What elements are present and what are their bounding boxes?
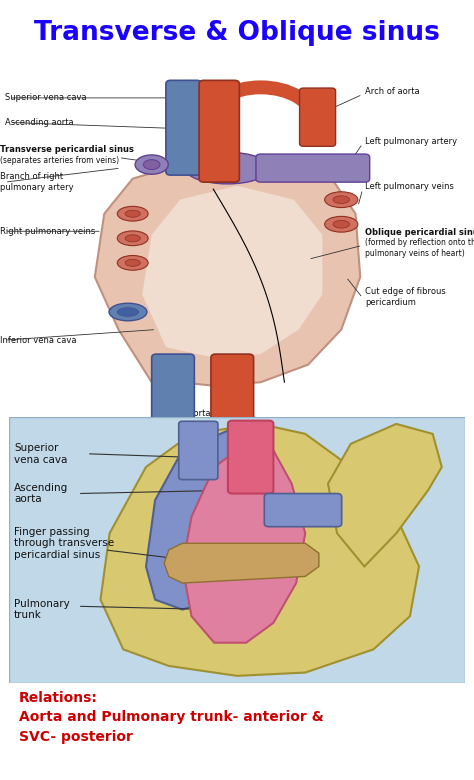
Text: Relations:
Aorta and Pulmonary trunk- anterior &
SVC- posterior: Relations: Aorta and Pulmonary trunk- an…	[18, 691, 323, 744]
Text: Pulmonary
trunk: Pulmonary trunk	[14, 599, 70, 620]
Ellipse shape	[333, 221, 350, 228]
Text: Left pulmonary artery: Left pulmonary artery	[365, 136, 457, 146]
PathPatch shape	[164, 543, 319, 583]
Text: Branch of right
pulmonary artery: Branch of right pulmonary artery	[0, 172, 73, 192]
Ellipse shape	[333, 196, 350, 204]
Ellipse shape	[117, 207, 148, 221]
Ellipse shape	[135, 155, 168, 174]
Text: pulmonary veins of heart): pulmonary veins of heart)	[365, 249, 465, 258]
FancyBboxPatch shape	[300, 88, 336, 147]
Text: Superior
vena cava: Superior vena cava	[14, 443, 67, 465]
Text: Cut edge of fibrous: Cut edge of fibrous	[365, 288, 446, 296]
Text: Inferior vena cava: Inferior vena cava	[0, 335, 76, 345]
Text: Superior vena cava: Superior vena cava	[5, 94, 86, 102]
Ellipse shape	[117, 256, 148, 270]
PathPatch shape	[182, 444, 305, 643]
FancyBboxPatch shape	[179, 421, 218, 480]
Ellipse shape	[144, 160, 160, 169]
FancyBboxPatch shape	[264, 494, 342, 526]
Text: Ascending aorta: Ascending aorta	[5, 118, 73, 127]
PathPatch shape	[146, 431, 273, 610]
Text: Arch of aorta: Arch of aorta	[365, 87, 419, 97]
Text: (formed by reflection onto the: (formed by reflection onto the	[365, 239, 474, 247]
PathPatch shape	[100, 424, 419, 675]
Ellipse shape	[109, 303, 147, 321]
FancyBboxPatch shape	[256, 154, 370, 182]
FancyBboxPatch shape	[166, 80, 201, 175]
Ellipse shape	[117, 231, 148, 246]
Text: pericardium: pericardium	[365, 298, 416, 307]
Text: (separates arteries from veins): (separates arteries from veins)	[0, 156, 119, 165]
Ellipse shape	[325, 216, 358, 232]
Text: Right pulmonary veins: Right pulmonary veins	[0, 227, 95, 236]
Text: Transverse & Oblique sinus: Transverse & Oblique sinus	[34, 20, 440, 46]
FancyBboxPatch shape	[9, 417, 465, 682]
FancyBboxPatch shape	[228, 420, 273, 494]
Ellipse shape	[125, 210, 140, 217]
PathPatch shape	[95, 165, 360, 385]
Text: Ascending
aorta: Ascending aorta	[14, 483, 68, 505]
PathPatch shape	[142, 186, 322, 357]
Text: Left pulmonary veins: Left pulmonary veins	[365, 183, 454, 191]
Ellipse shape	[118, 307, 138, 317]
FancyBboxPatch shape	[199, 80, 239, 182]
PathPatch shape	[328, 424, 442, 566]
FancyBboxPatch shape	[152, 354, 194, 438]
Text: Thoracic aorta: Thoracic aorta	[150, 409, 210, 417]
Ellipse shape	[125, 259, 140, 266]
Text: Oblique pericardial sinus: Oblique pericardial sinus	[365, 228, 474, 237]
Ellipse shape	[325, 192, 358, 207]
Text: © Elsevier, Drake et al: Gray's Anatomy for Students - www.studentconsult.com: © Elsevier, Drake et al: Gray's Anatomy …	[84, 433, 390, 441]
FancyBboxPatch shape	[211, 354, 254, 448]
Ellipse shape	[125, 235, 140, 242]
Text: Transverse pericardial sinus: Transverse pericardial sinus	[0, 145, 134, 154]
Ellipse shape	[185, 152, 270, 184]
Text: Finger passing
through transverse
pericardial sinus: Finger passing through transverse perica…	[14, 526, 114, 560]
